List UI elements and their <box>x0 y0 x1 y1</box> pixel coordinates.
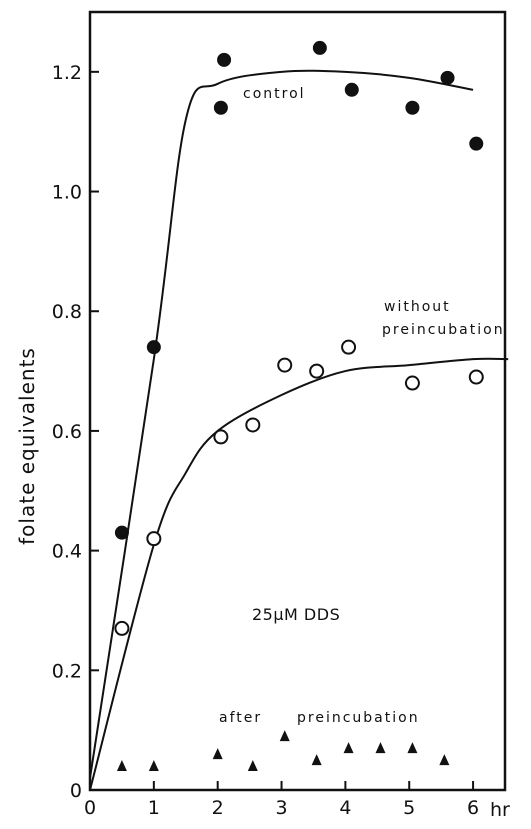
fit-curves <box>89 69 509 791</box>
control-point <box>217 52 232 67</box>
x-axis-label: hr <box>490 799 510 821</box>
control-point <box>213 100 228 115</box>
control-label: control <box>243 86 306 102</box>
y-tick-label: 0.8 <box>52 301 82 323</box>
fit-curve-0 <box>89 69 474 779</box>
y-tick-label: 0 <box>70 780 82 802</box>
condition-annotation: 25µM DDS <box>252 605 340 624</box>
x-tick-label: 5 <box>403 797 415 819</box>
after-preincubation-point <box>407 742 418 754</box>
after-preincubation-point <box>212 748 223 760</box>
control-point <box>312 40 327 55</box>
x-tick-label: 0 <box>84 797 96 819</box>
after-preincubation-point <box>148 760 159 772</box>
after-preincubation-label-word2: preincubation <box>297 710 420 726</box>
without-preincubation-point <box>468 369 484 385</box>
y-tick-label: 0.6 <box>52 421 82 443</box>
without-preincubation-point <box>213 429 229 445</box>
x-tick-label: 1 <box>148 797 160 819</box>
y-axis-title: folate equivalents <box>15 347 39 545</box>
after-preincubation-point <box>247 760 258 772</box>
after-preincubation-point <box>311 754 322 766</box>
without-preincubation-point <box>341 339 357 355</box>
without-preincubation-point <box>277 357 293 373</box>
chart-labels: hr folate equivalents control without preinc… <box>15 86 510 821</box>
after-preincubation-point <box>375 742 386 754</box>
after-preincubation-point <box>439 754 450 766</box>
x-tick-label: 6 <box>467 797 479 819</box>
after-preincubation-point <box>279 730 290 742</box>
plot-border <box>88 10 507 792</box>
plot-frame <box>88 10 507 792</box>
control-point <box>344 82 359 97</box>
control-point <box>469 136 484 151</box>
without-preincubation-point <box>309 363 325 379</box>
y-tick-label: 1.0 <box>52 182 82 204</box>
data-markers <box>114 40 484 772</box>
fit-curve-1 <box>89 357 509 791</box>
after-preincubation-label-word1: after <box>219 710 262 726</box>
control-point <box>440 70 455 85</box>
axis-ticks: 0 1 2 3 4 5 6 0 0.2 0.4 0.6 0.8 1.0 1.2 <box>52 62 479 819</box>
without-preincubation-label-line1: without <box>384 299 451 315</box>
control-point <box>405 100 420 115</box>
without-preincubation-point <box>245 417 261 433</box>
without-preincubation-label-line2: preincubation <box>382 322 505 338</box>
after-preincubation-point <box>343 742 354 754</box>
x-tick-label: 3 <box>275 797 287 819</box>
x-tick-label: 4 <box>339 797 351 819</box>
control-point <box>114 525 129 540</box>
y-tick-label: 0.2 <box>52 660 82 682</box>
y-tick-label: 0.4 <box>52 541 82 563</box>
without-preincubation-point <box>114 620 130 636</box>
without-preincubation-point <box>404 375 420 391</box>
control-point <box>146 340 161 355</box>
without-preincubation-point <box>146 531 162 547</box>
y-tick-label: 1.2 <box>52 62 82 84</box>
x-tick-label: 2 <box>212 797 224 819</box>
after-preincubation-point <box>116 760 127 772</box>
